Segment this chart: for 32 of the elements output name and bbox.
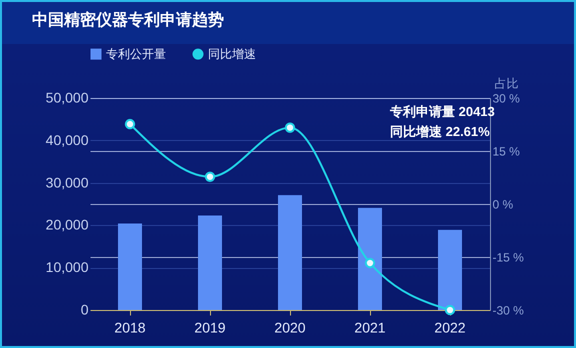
y-tick-label: 0 <box>80 302 89 318</box>
x-tick-label: 2020 <box>274 320 306 336</box>
y2-axis-title: 占比 <box>494 76 518 90</box>
y2-tick-label: -15 % <box>492 250 524 264</box>
chart-title: 中国精密仪器专利申请趋势 <box>32 11 224 29</box>
x-tick-label: 2022 <box>434 320 466 336</box>
y2-tick-label: -30 % <box>492 304 524 318</box>
annotation: 专利申请量 20413 <box>389 104 495 119</box>
point <box>124 118 136 130</box>
x-tick-label: 2019 <box>194 320 226 336</box>
point <box>204 172 216 182</box>
point <box>364 258 376 268</box>
y-tick-label: 20,000 <box>46 216 89 233</box>
x-tick-label: 2021 <box>354 320 386 336</box>
bar <box>358 208 382 310</box>
x-tick-label: 2018 <box>114 320 146 336</box>
bar <box>278 195 302 310</box>
bar <box>198 215 222 310</box>
y-tick-label: 50,000 <box>46 90 89 106</box>
y-tick-label: 40,000 <box>46 132 89 148</box>
legend-label: 同比增速 <box>208 47 256 62</box>
legend-label: 专利公开量 <box>106 47 166 62</box>
point <box>444 304 456 316</box>
y2-tick-label: 15 % <box>492 144 520 158</box>
point <box>284 122 296 133</box>
y2-tick-label: 30 % <box>492 92 520 106</box>
y-tick-label: 10,000 <box>46 259 89 276</box>
y2-tick-label: 0 % <box>492 198 514 212</box>
y-tick-label: 30,000 <box>46 174 89 190</box>
bar <box>118 223 142 310</box>
annotation: 同比增速 22.61% <box>390 124 490 139</box>
bar <box>438 230 462 310</box>
